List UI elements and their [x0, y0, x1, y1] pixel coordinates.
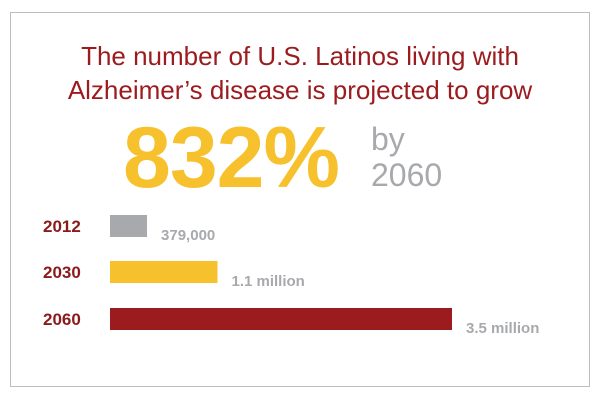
value-label-2060: 3.5 million	[466, 320, 539, 337]
bar-2012	[110, 215, 148, 237]
value-label-2030: 1.1 million	[231, 273, 304, 290]
by-label: by	[371, 121, 405, 157]
bar-2060	[110, 308, 452, 330]
headline-line-2: Alzheimer’s disease is projected to grow	[67, 75, 533, 105]
bar-2030	[110, 261, 218, 283]
growth-percentage: 832%	[123, 110, 340, 206]
headline-line-1: The number of U.S. Latinos living with	[81, 41, 519, 71]
growth-target-year: by 2060	[371, 121, 442, 193]
value-label-2012: 379,000	[161, 227, 215, 244]
target-year-label: 2060	[371, 157, 443, 193]
year-label-2030: 2030	[43, 263, 81, 282]
year-label-2060: 2060	[43, 310, 81, 329]
headline: The number of U.S. Latinos living with A…	[11, 39, 589, 107]
year-label-2012: 2012	[43, 217, 81, 236]
